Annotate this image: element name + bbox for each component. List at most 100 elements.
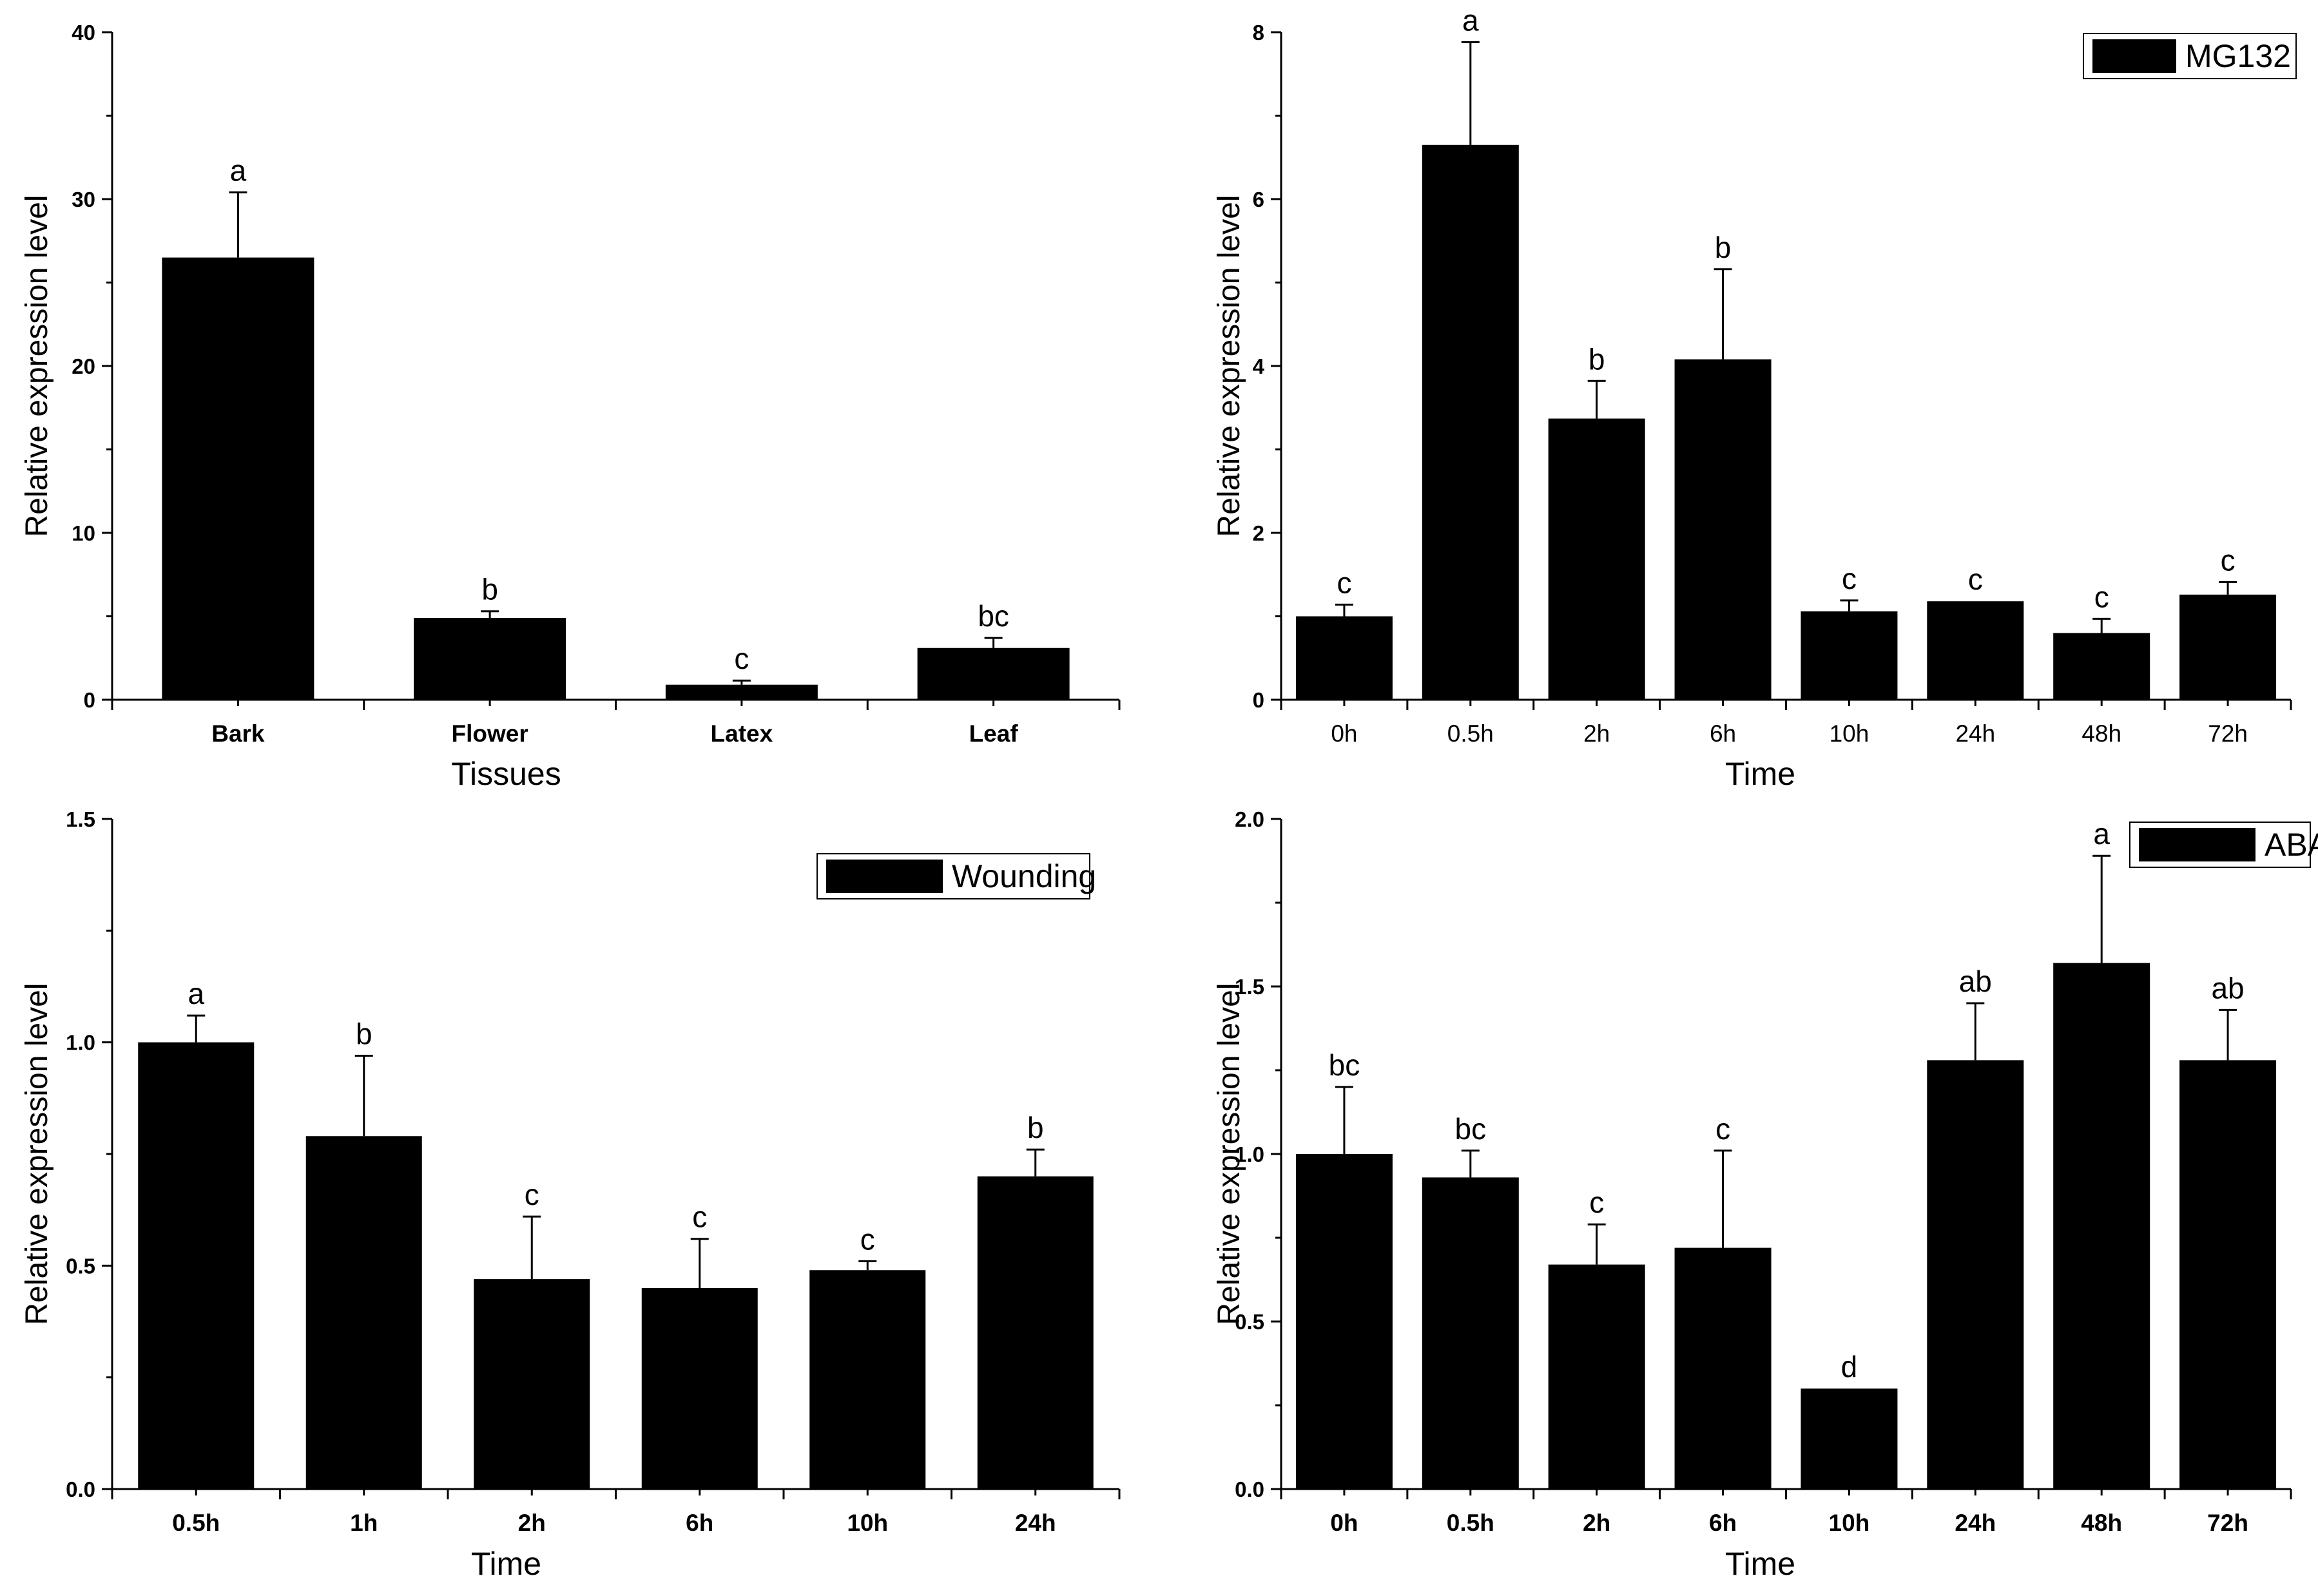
bar-Bark xyxy=(162,257,314,700)
bar-2h xyxy=(1548,418,1645,700)
y-tick-label: 20 xyxy=(72,354,95,378)
significance-label-6h: c xyxy=(692,1200,707,1234)
y-tick-label: 0.5 xyxy=(66,1254,95,1278)
x-tick-label-2h: 2h xyxy=(1583,720,1610,747)
x-tick-label-24h: 24h xyxy=(1015,1510,1056,1536)
y-tick-label: 0.0 xyxy=(66,1477,95,1501)
legend-label: MG132 xyxy=(2185,38,2291,74)
bar-6h xyxy=(1674,359,1772,700)
significance-label-2h: c xyxy=(525,1178,539,1211)
significance-label-24h: c xyxy=(1968,562,1983,596)
bar-Leaf xyxy=(917,648,1070,700)
x-tick-label-0.5h: 0.5h xyxy=(172,1510,220,1536)
bar-0.5h xyxy=(138,1042,255,1489)
legend-swatch xyxy=(826,860,943,893)
y-tick-label: 2 xyxy=(1253,521,1264,545)
significance-label-0h: c xyxy=(1337,566,1351,599)
significance-label-Flower: b xyxy=(481,573,498,606)
bar-0h xyxy=(1295,1154,1393,1489)
legend-swatch xyxy=(2092,39,2176,73)
x-tick-label-10h: 10h xyxy=(1829,1510,1870,1536)
significance-label-1h: b xyxy=(356,1017,372,1050)
significance-label-6h: c xyxy=(1715,1112,1730,1146)
x-tick-label-48h: 48h xyxy=(2081,1510,2122,1536)
x-tick-label-0.5h: 0.5h xyxy=(1447,1510,1494,1536)
legend-label: ABA xyxy=(2265,827,2318,863)
x-tick-label-10h: 10h xyxy=(1830,720,1869,747)
x-tick-label-72h: 72h xyxy=(2208,720,2248,747)
x-tick-label-Bark: Bark xyxy=(211,720,265,747)
significance-label-72h: ab xyxy=(2211,971,2244,1005)
y-tick-label: 0 xyxy=(1253,688,1264,712)
bar-10h xyxy=(1801,611,1898,700)
significance-label-24h: ab xyxy=(1959,965,1992,998)
x-tick-label-10h: 10h xyxy=(847,1510,888,1536)
bar-24h xyxy=(1927,601,2024,700)
y-tick-label: 40 xyxy=(72,21,95,44)
significance-label-72h: c xyxy=(2221,543,2236,577)
y-tick-label: 8 xyxy=(1253,21,1264,44)
x-tick-label-2h: 2h xyxy=(1583,1510,1610,1536)
x-axis-title: Tissues xyxy=(451,756,561,792)
x-axis-title: Time xyxy=(1725,756,1795,792)
legend: MG132 xyxy=(2083,33,2297,79)
significance-label-Latex: c xyxy=(734,642,749,675)
significance-label-48h: a xyxy=(2093,817,2110,851)
legend-swatch xyxy=(2139,828,2255,861)
bar-72h xyxy=(2179,594,2277,700)
y-tick-label: 0.5 xyxy=(1235,1310,1264,1334)
y-axis-title: Relative expression level xyxy=(1212,983,1246,1325)
y-axis-title: Relative expression level xyxy=(20,195,54,537)
bar-0.5h xyxy=(1422,1177,1519,1489)
x-tick-label-2h: 2h xyxy=(518,1510,546,1536)
x-tick-label-0h: 0h xyxy=(1330,1510,1358,1536)
significance-label-10h: c xyxy=(1842,562,1857,595)
chart-panel-tissues: 0 10 20 30 40 a Bark b Flower c Latex bc Leaf Tissues… xyxy=(20,21,1121,792)
y-tick-label: 0.0 xyxy=(1235,1477,1264,1501)
chart-panel-aba: 0.0 0.5 1.0 1.5 2.0 bc 0h bc 0.5h c 2h c 6h d 10h ab 24h… xyxy=(1212,807,2318,1582)
x-tick-label-24h: 24h xyxy=(1955,720,1995,747)
legend: Wounding xyxy=(816,853,1096,899)
chart-panel-wounding: 0.0 0.5 1.0 1.5 a 0.5h b 1h c 2h c 6h c 10h b 24h Time Re… xyxy=(20,807,1121,1582)
bar-72h xyxy=(2179,1060,2277,1489)
x-axis-title: Time xyxy=(1725,1546,1795,1582)
bar-6h xyxy=(1674,1247,1772,1489)
x-tick-label-Latex: Latex xyxy=(711,720,773,747)
bar-24h xyxy=(977,1176,1094,1489)
significance-label-6h: b xyxy=(1715,231,1732,264)
bar-10h xyxy=(809,1270,926,1489)
legend: ABA xyxy=(2129,822,2318,868)
x-axis-title: Time xyxy=(471,1546,541,1582)
y-tick-label: 0 xyxy=(84,688,95,712)
y-tick-label: 2.0 xyxy=(1235,807,1264,831)
x-tick-label-48h: 48h xyxy=(2081,720,2121,747)
bar-0h xyxy=(1295,616,1393,700)
significance-label-0.5h: a xyxy=(1462,4,1479,37)
significance-label-24h: b xyxy=(1027,1111,1044,1144)
significance-label-Bark: a xyxy=(230,154,247,187)
x-tick-label-0.5h: 0.5h xyxy=(1447,720,1494,747)
y-tick-label: 1.5 xyxy=(66,807,95,831)
significance-label-0h: bc xyxy=(1329,1048,1360,1082)
x-tick-label-6h: 6h xyxy=(1710,720,1736,747)
bar-Flower xyxy=(414,618,566,700)
significance-label-0.5h: a xyxy=(188,977,204,1010)
legend-label: Wounding xyxy=(952,858,1096,894)
y-tick-label: 1.0 xyxy=(1235,1142,1264,1166)
significance-label-2h: b xyxy=(1589,342,1605,376)
bar-0.5h xyxy=(1422,144,1519,700)
significance-label-10h: d xyxy=(1841,1350,1858,1383)
bar-10h xyxy=(1801,1389,1898,1489)
significance-label-10h: c xyxy=(860,1222,875,1256)
x-tick-label-0h: 0h xyxy=(1331,720,1357,747)
y-tick-label: 1.5 xyxy=(1235,975,1264,999)
bar-2h xyxy=(474,1279,590,1489)
y-axis-title: Relative expression level xyxy=(1212,195,1246,537)
x-tick-label-1h: 1h xyxy=(350,1510,378,1536)
bar-Latex xyxy=(665,684,818,700)
x-tick-label-6h: 6h xyxy=(1709,1510,1737,1536)
bar-2h xyxy=(1548,1264,1645,1489)
x-tick-label-6h: 6h xyxy=(686,1510,713,1536)
bar-48h xyxy=(2053,633,2150,700)
